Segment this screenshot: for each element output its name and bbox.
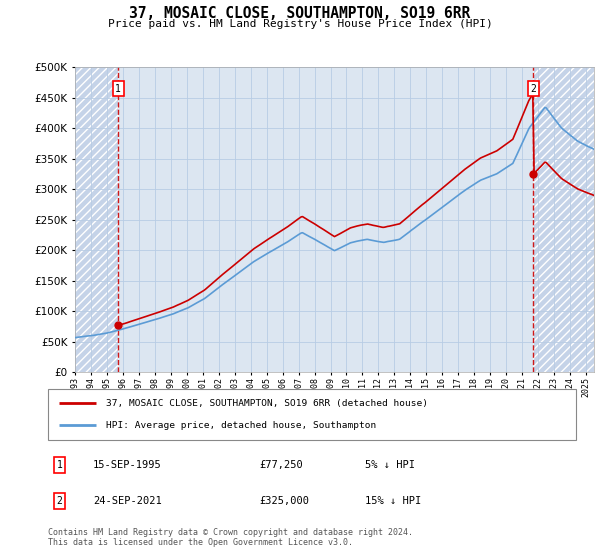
Text: 37, MOSAIC CLOSE, SOUTHAMPTON, SO19 6RR (detached house): 37, MOSAIC CLOSE, SOUTHAMPTON, SO19 6RR … — [106, 399, 428, 408]
Text: 1: 1 — [115, 83, 121, 94]
Text: 24-SEP-2021: 24-SEP-2021 — [93, 496, 161, 506]
Text: £325,000: £325,000 — [259, 496, 309, 506]
Text: 2: 2 — [56, 496, 62, 506]
Text: 15% ↓ HPI: 15% ↓ HPI — [365, 496, 421, 506]
Text: 15-SEP-1995: 15-SEP-1995 — [93, 460, 161, 470]
Text: Price paid vs. HM Land Registry's House Price Index (HPI): Price paid vs. HM Land Registry's House … — [107, 19, 493, 29]
Text: Contains HM Land Registry data © Crown copyright and database right 2024.
This d: Contains HM Land Registry data © Crown c… — [48, 528, 413, 547]
Text: 1: 1 — [56, 460, 62, 470]
Bar — [533, 67, 594, 372]
Bar — [75, 67, 118, 372]
FancyBboxPatch shape — [48, 389, 576, 440]
Text: 37, MOSAIC CLOSE, SOUTHAMPTON, SO19 6RR: 37, MOSAIC CLOSE, SOUTHAMPTON, SO19 6RR — [130, 6, 470, 21]
Text: 2: 2 — [530, 83, 536, 94]
Text: HPI: Average price, detached house, Southampton: HPI: Average price, detached house, Sout… — [106, 421, 376, 430]
Text: £77,250: £77,250 — [259, 460, 303, 470]
Text: 5% ↓ HPI: 5% ↓ HPI — [365, 460, 415, 470]
